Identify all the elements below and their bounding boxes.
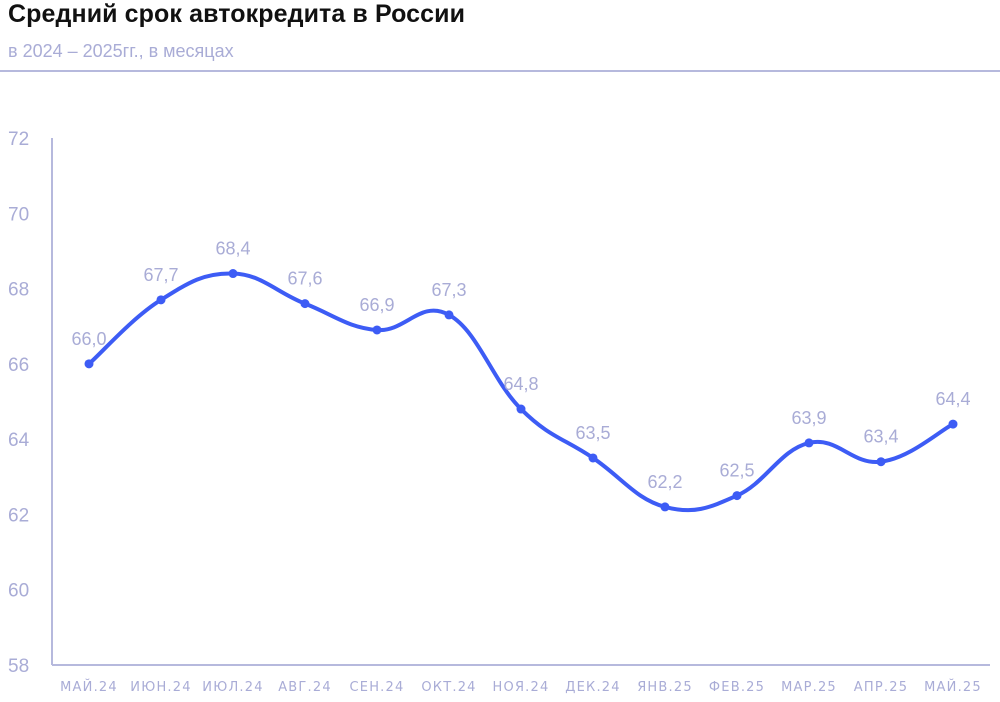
data-label: 67,3 <box>431 280 466 300</box>
x-axis-ticks: МАЙ.24 ИЮН.24 ИЮЛ.24 АВГ.24 СЕН.24 ОКТ.24 НОЯ.… <box>60 679 982 695</box>
y-tick-label: 72 <box>8 129 29 150</box>
data-label: 62,2 <box>647 472 682 492</box>
data-point <box>804 438 814 448</box>
x-tick-label: ИЮН.24 <box>130 680 191 695</box>
x-tick-label: МАЙ.25 <box>924 679 982 695</box>
data-point <box>948 419 958 429</box>
y-axis-ticks: 58 60 62 64 66 68 70 72 <box>8 129 30 677</box>
x-tick-label: НОЯ.24 <box>493 680 550 695</box>
data-point <box>84 359 94 369</box>
data-point <box>228 269 238 279</box>
data-label: 66,9 <box>359 295 394 315</box>
data-point <box>300 299 310 309</box>
data-label: 63,4 <box>863 427 898 447</box>
data-point <box>444 310 454 320</box>
data-points <box>84 269 958 512</box>
data-label: 64,4 <box>935 389 970 409</box>
x-tick-label: ОКТ.24 <box>421 680 476 695</box>
y-tick-label: 58 <box>8 656 29 677</box>
data-point <box>516 404 526 414</box>
data-point <box>732 491 742 501</box>
x-tick-label: СЕН.24 <box>350 680 405 695</box>
data-point <box>372 325 382 335</box>
data-label: 66,0 <box>71 329 106 349</box>
data-label: 63,5 <box>575 423 610 443</box>
data-label: 68,4 <box>215 239 250 259</box>
data-label: 63,9 <box>791 408 826 428</box>
data-label: 62,5 <box>719 461 754 481</box>
x-tick-label: ЯНВ.25 <box>637 680 693 695</box>
data-label: 67,6 <box>287 269 322 289</box>
data-point <box>588 453 598 463</box>
y-tick-label: 60 <box>8 581 29 602</box>
x-tick-label: МАЙ.24 <box>60 679 118 695</box>
data-label: 64,8 <box>503 374 538 394</box>
y-tick-label: 70 <box>8 204 29 225</box>
x-tick-label: АВГ.24 <box>278 680 332 695</box>
data-point <box>156 295 166 305</box>
data-labels: 66,0 67,7 68,4 67,6 66,9 67,3 64,8 63,5 62,2 62,5… <box>71 239 970 492</box>
chart-subtitle: в 2024 – 2025гг., в месяцах <box>8 41 234 61</box>
x-tick-label: АПР.25 <box>854 680 908 695</box>
y-tick-label: 66 <box>8 355 29 376</box>
x-tick-label: ИЮЛ.24 <box>202 680 263 695</box>
chart-title: Средний срок автокредита в России <box>8 0 466 28</box>
x-tick-label: ФЕВ.25 <box>709 680 765 695</box>
data-point <box>876 457 886 467</box>
data-point <box>660 502 670 512</box>
y-tick-label: 68 <box>8 280 29 301</box>
header-separator <box>0 70 1000 72</box>
y-tick-label: 64 <box>8 430 30 451</box>
x-tick-label: ДЕК.24 <box>565 680 620 695</box>
data-label: 67,7 <box>143 265 178 285</box>
y-tick-label: 62 <box>8 505 29 526</box>
x-tick-label: МАР.25 <box>781 680 837 695</box>
